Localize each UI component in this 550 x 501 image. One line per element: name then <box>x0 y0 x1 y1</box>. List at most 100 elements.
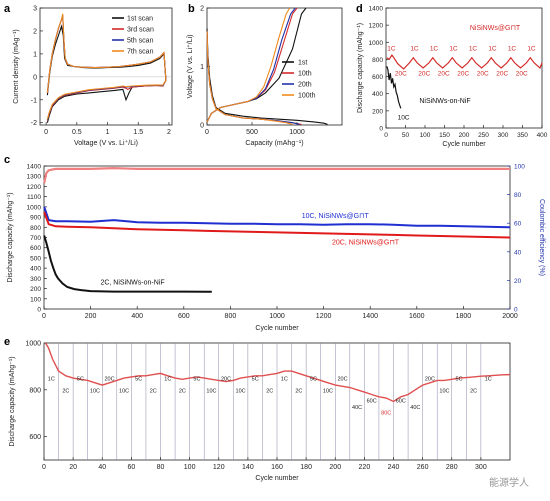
panel-e-rate-label: 10C <box>119 388 129 394</box>
panel-b: 0 500 1000 0 1 2 Capacity (mAhg⁻¹) Voltage (V v… <box>186 6 343 147</box>
panel-b-legend-label: 10th <box>298 71 312 78</box>
panel-e-rate-label: 2C <box>295 388 302 394</box>
panel-c-y2tick-label: 20 <box>514 278 522 285</box>
panel-d-xtick-label: 350 <box>517 132 528 139</box>
panel-d-ytick-label: 600 <box>372 74 383 81</box>
panel-c-y2tick-label: 0 <box>514 307 518 314</box>
panel-c-ytick-label: 300 <box>30 276 41 283</box>
panel-a-ytick-label: 3 <box>33 6 37 13</box>
panel-b-discharge-4 <box>206 31 293 125</box>
panel-d-ytick-label: 400 <box>372 91 383 98</box>
panel-b-ylabel: Voltage (V vs. Li⁺/Li) <box>186 34 194 98</box>
panel-e-rate-label: 5C <box>193 376 200 382</box>
panel-e-rate-label: 10C <box>90 388 100 394</box>
panel-e-rate-label: 10C <box>236 388 246 394</box>
panel-b-xlabel: Capacity (mAhg⁻¹) <box>245 140 303 147</box>
panel-e-xtick-label: 160 <box>271 464 283 471</box>
panel-e-xtick-label: 200 <box>329 464 341 471</box>
panel-e-rate-label: 20C <box>337 376 347 382</box>
panel-e-rate-label: 1C <box>164 376 171 382</box>
panel-b-legend-label: 20th <box>298 82 312 89</box>
panel-letter-e: e <box>4 336 10 348</box>
panel-e-xtick-label: 80 <box>157 464 165 471</box>
panel-c-y2tick-label: 80 <box>514 192 522 199</box>
panel-e-xtick-label: 180 <box>300 464 312 471</box>
panel-c-ytick-label: 100 <box>30 296 41 303</box>
panel-d-rate-label: 20C <box>477 71 489 78</box>
panel-e-rate-label: 5C <box>310 376 317 382</box>
panel-c-y2label: Coulombic efficiency (%) <box>538 199 545 276</box>
panel-d-rate-label: 1C <box>430 45 439 52</box>
panel-c-xtick-label: 800 <box>225 313 237 320</box>
panel-e-rate-label: 1C <box>485 376 492 382</box>
panel-a-ylabel: Current density (mAg⁻¹) <box>13 29 20 104</box>
panel-a-series-4 <box>46 13 167 120</box>
panel-c-xtick-label: 0 <box>42 313 46 320</box>
panel-letter-c: c <box>4 154 10 166</box>
panel-a-ytick-label: 1 <box>33 51 37 58</box>
panel-c-series-2 <box>43 211 511 239</box>
panel-b-ytick-label: 1 <box>200 64 204 71</box>
panel-c-ytick-label: 900 <box>30 215 41 222</box>
panel-e-rate-label: 1C <box>281 376 288 382</box>
panel-c-ytick-label: 1400 <box>27 164 42 171</box>
panel-d-xtick-label: 50 <box>402 132 410 139</box>
panel-d-xtick-label: 200 <box>459 132 470 139</box>
panel-e-rate-label: 10C <box>206 388 216 394</box>
panel-d-rate-label: 20C <box>418 71 430 78</box>
panel-a-xtick-label: 1 <box>106 129 110 136</box>
panel-e-rate-label: 60C <box>396 399 406 405</box>
panel-a-series-1 <box>46 24 167 123</box>
panel-d-ytick-label: 1400 <box>369 6 384 13</box>
panel-b-ytick-label: 2 <box>200 6 204 13</box>
panel-c-xtick-label: 1200 <box>316 313 332 320</box>
panel-c-annotation: 2C, NiSiNWs-on-NiF <box>100 279 164 286</box>
panel-c-xlabel: Cycle number <box>255 325 299 332</box>
panel-e-rate-label: 10C <box>439 388 449 394</box>
panel-c-ytick-label: 800 <box>30 225 41 232</box>
panel-letter-b: b <box>188 3 195 15</box>
panel-e-rate-label: 20C <box>104 376 114 382</box>
panel-c-series-3 <box>43 235 212 293</box>
panel-d-xtick-label: 400 <box>537 132 548 139</box>
panel-c-series-4 <box>43 166 510 184</box>
panel-d-rate-label: 1C <box>508 45 517 52</box>
panel-a-ytick-label: 0 <box>33 74 37 81</box>
panel-d-legend-bottom: NiSiNWs-on-NiF <box>419 98 470 105</box>
panel-c-ytick-label: 1300 <box>27 174 42 181</box>
panel-c-xtick-label: 1000 <box>269 313 285 320</box>
panel-d-rate-label: 20C <box>457 71 469 78</box>
panel-c-frame <box>43 165 511 310</box>
panel-c-ytick-label: 1200 <box>27 184 42 191</box>
panel-e-xtick-label: 60 <box>127 464 135 471</box>
panel-e-rate-label: 20C <box>221 376 231 382</box>
panel-e-ytick-label: 600 <box>29 434 41 441</box>
panel-e-xtick-label: 120 <box>213 464 225 471</box>
panel-c-ytick-label: 600 <box>30 245 41 252</box>
panel-d-series-2 <box>386 66 402 109</box>
panel-a-legend-label: 1st scan <box>127 16 153 23</box>
panel-d-rate-label: 20C <box>438 71 450 78</box>
panel-c-xtick-label: 2000 <box>502 313 518 320</box>
panel-d-ytick-label: 1200 <box>369 23 384 30</box>
panel-a-xlabel: Voltage (V vs. Li⁺/Li) <box>74 139 138 147</box>
panel-d-rate-label: 1C <box>527 45 536 52</box>
panel-e-xtick-label: 300 <box>475 464 487 471</box>
panel-a-xtick-label: 0.5 <box>72 129 82 136</box>
panel-e-ylabel: Discharge capacity (mAhg⁻¹) <box>9 356 16 446</box>
panel-c-ytick-label: 700 <box>30 235 41 242</box>
panel-a-xtick-label: 1.5 <box>133 129 143 136</box>
panel-c-y2tick-label: 40 <box>514 249 522 256</box>
panel-e-xtick-label: 40 <box>98 464 106 471</box>
panel-d-xlabel: Cycle number <box>442 141 486 148</box>
panel-a-legend-label: 7th scan <box>127 49 154 56</box>
panel-d: 0 50 100 150 200 250 300 350 400 0 200 400 600 800 100… <box>357 6 548 149</box>
panel-a-xtick-label: 2 <box>167 129 171 136</box>
panel-b-charge-1 <box>206 7 307 123</box>
panel-d-rate-label: 20C <box>395 71 407 78</box>
panel-e-series-1 <box>44 342 511 403</box>
panel-c-xtick-label: 200 <box>85 313 97 320</box>
panel-d-rate-label: 20C <box>496 71 508 78</box>
panel-d-xtick-label: 300 <box>498 132 509 139</box>
panel-e-rate-label: 5C <box>456 376 463 382</box>
